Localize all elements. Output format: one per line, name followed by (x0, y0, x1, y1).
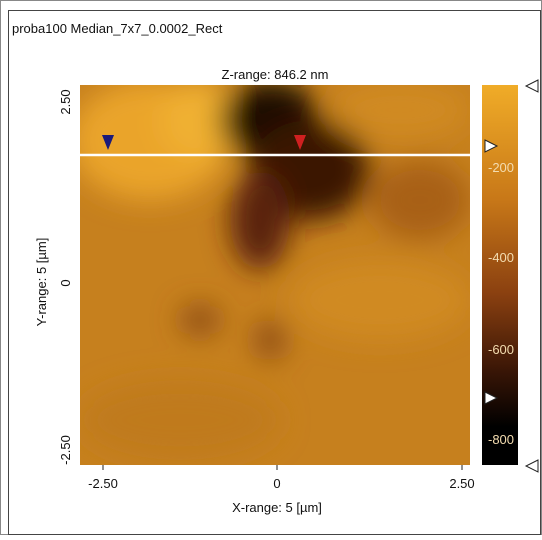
colorbar-tick-label: -400 (488, 250, 514, 265)
screenshot: proba100 Median_7x7_0.0002_Rect Z-range:… (0, 0, 542, 535)
y-tick-label: -2.50 (58, 435, 73, 465)
window-title: proba100 Median_7x7_0.0002_Rect (12, 21, 223, 36)
page: proba100 Median_7x7_0.0002_Rect Z-range:… (0, 0, 542, 535)
x-tick-label: 0 (273, 476, 280, 491)
x-tick-label: -2.50 (88, 476, 118, 491)
afm-image (70, 80, 470, 465)
y-label: Y-range: 5 [µm] (34, 238, 49, 327)
x-label: X-range: 5 [µm] (232, 500, 322, 515)
x-tick-label: 2.50 (449, 476, 474, 491)
y-tick-label: 2.50 (58, 89, 73, 114)
colorbar-tick-label: -800 (488, 432, 514, 447)
z-range: Z-range: 846.2 nm (222, 67, 329, 82)
y-tick-label: 0 (58, 279, 73, 286)
colorbar-tick-label: -600 (488, 342, 514, 357)
colorbar-tick-label: -200 (488, 160, 514, 175)
